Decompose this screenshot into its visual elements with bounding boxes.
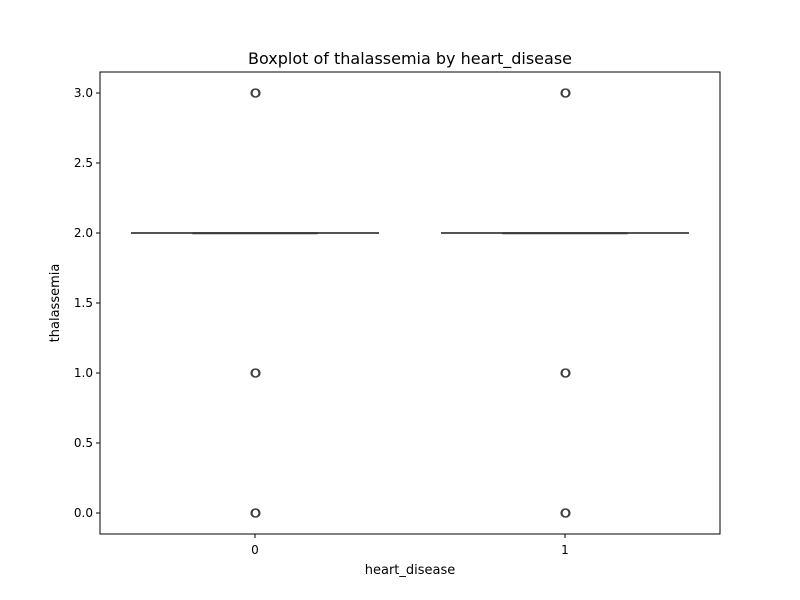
y-tick-label: 2.5 xyxy=(74,156,93,170)
y-axis-label: thalassemia xyxy=(48,264,63,343)
outlier-point xyxy=(251,368,261,378)
outlier-point xyxy=(561,368,571,378)
x-tick-label: 0 xyxy=(251,543,259,557)
y-tick-label: 1.0 xyxy=(74,366,93,380)
y-tick-label: 3.0 xyxy=(74,86,93,100)
y-tick-label: 1.5 xyxy=(74,296,93,310)
box-series xyxy=(131,88,689,518)
outlier-point xyxy=(561,88,571,98)
outlier-point xyxy=(561,508,571,518)
box-1 xyxy=(441,88,689,518)
x-axis-label: heart_disease xyxy=(365,563,456,578)
y-tick-label: 0.5 xyxy=(74,436,93,450)
box-0 xyxy=(131,88,379,518)
chart-title: Boxplot of thalassemia by heart_disease xyxy=(248,49,572,69)
plot-frame xyxy=(99,71,721,535)
outlier-point xyxy=(251,508,261,518)
y-tick-label: 0.0 xyxy=(74,506,93,520)
x-tick-label: 1 xyxy=(561,543,569,557)
outlier-point xyxy=(251,88,261,98)
y-tick-label: 2.0 xyxy=(74,226,93,240)
y-axis: 0.0 0.5 1.0 1.5 2.0 2.5 3.0 xyxy=(74,86,100,520)
